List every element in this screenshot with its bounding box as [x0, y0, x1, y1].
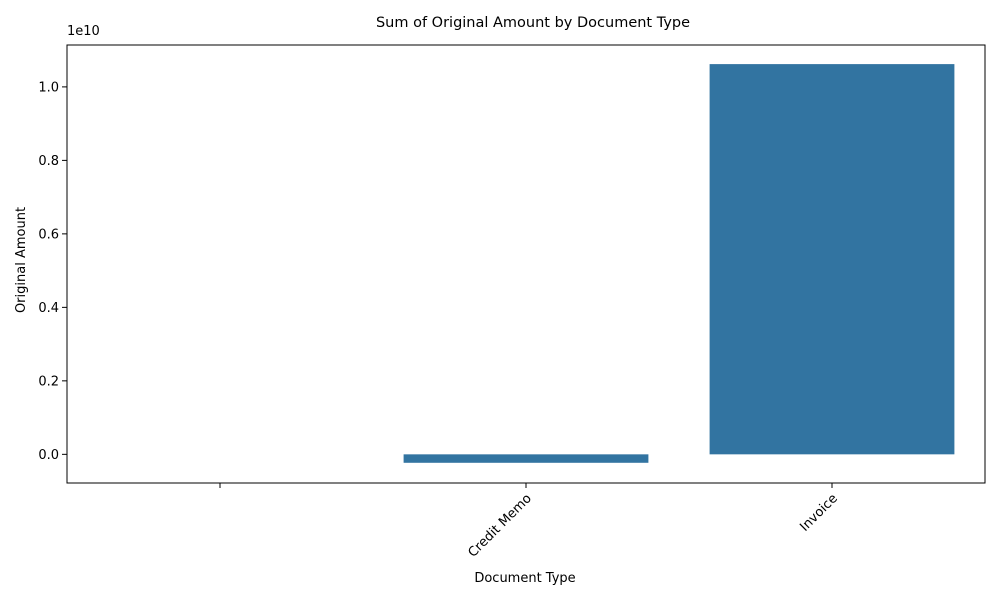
- y-tick-label: 0.4: [38, 301, 59, 316]
- y-tick-label: 0.6: [38, 227, 59, 242]
- y-offset-text: 1e10: [67, 24, 100, 39]
- x-ticks-group: Credit Memo Invoice: [219, 483, 841, 561]
- y-tick-label: 0.2: [38, 374, 59, 389]
- bar-credit-memo: [403, 454, 649, 463]
- bar-invoice: [709, 64, 955, 455]
- y-axis-label: Original Amount: [14, 207, 29, 313]
- x-axis-label: Document Type: [474, 571, 575, 586]
- x-tick-label: Invoice: [797, 491, 840, 534]
- bars-group: [403, 64, 955, 463]
- plot-frame: [66, 44, 986, 484]
- y-tick-label: 0.8: [38, 154, 59, 169]
- y-tick-label: 1.0: [38, 80, 59, 95]
- y-tick-label: 0.0: [38, 448, 59, 463]
- y-ticks-group: 0.0 0.2 0.4 0.6 0.8 1.0: [38, 80, 67, 463]
- chart-title: Sum of Original Amount by Document Type: [376, 15, 690, 31]
- x-tick-label: Credit Memo: [465, 491, 534, 560]
